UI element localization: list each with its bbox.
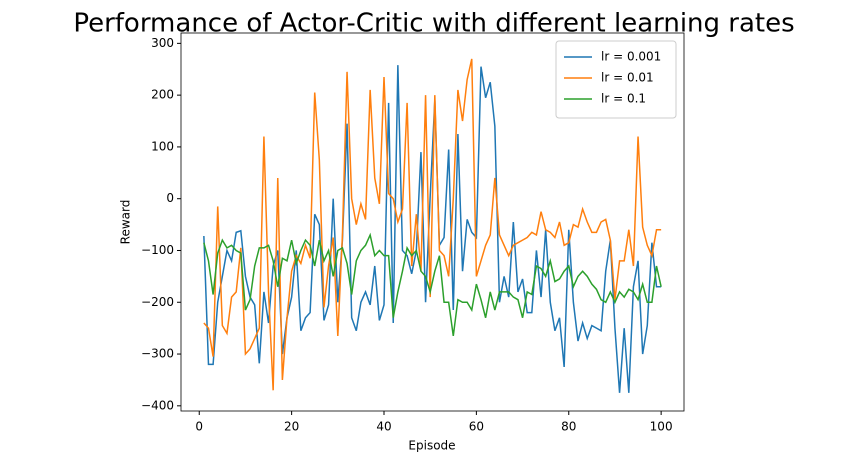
series-line bbox=[203, 58, 662, 391]
x-tick-label: 100 bbox=[650, 420, 673, 434]
x-tick-label: 80 bbox=[561, 420, 576, 434]
legend-label: lr = 0.01 bbox=[601, 71, 654, 85]
y-tick-label: −100 bbox=[141, 243, 174, 257]
x-tick-label: 20 bbox=[284, 420, 299, 434]
x-tick-label: 60 bbox=[469, 420, 484, 434]
x-tick-label: 40 bbox=[376, 420, 391, 434]
legend-label: lr = 0.001 bbox=[601, 50, 661, 64]
y-tick-label: 300 bbox=[151, 36, 174, 50]
y-tick-label: 100 bbox=[151, 139, 174, 153]
series-line bbox=[203, 232, 662, 337]
legend-label: lr = 0.1 bbox=[601, 92, 646, 106]
y-tick-label: −400 bbox=[141, 398, 174, 412]
plot-frame bbox=[180, 32, 685, 412]
y-tick-label: −200 bbox=[141, 295, 174, 309]
x-axis-label: Episode bbox=[408, 439, 455, 453]
x-tick-label: 0 bbox=[195, 420, 203, 434]
y-tick-label: −300 bbox=[141, 347, 174, 361]
y-axis-label: Reward bbox=[119, 200, 133, 245]
y-tick-label: 0 bbox=[166, 191, 174, 205]
chart-title: Performance of Actor-Critic with differe… bbox=[73, 9, 794, 39]
y-tick-label: 200 bbox=[151, 88, 174, 102]
